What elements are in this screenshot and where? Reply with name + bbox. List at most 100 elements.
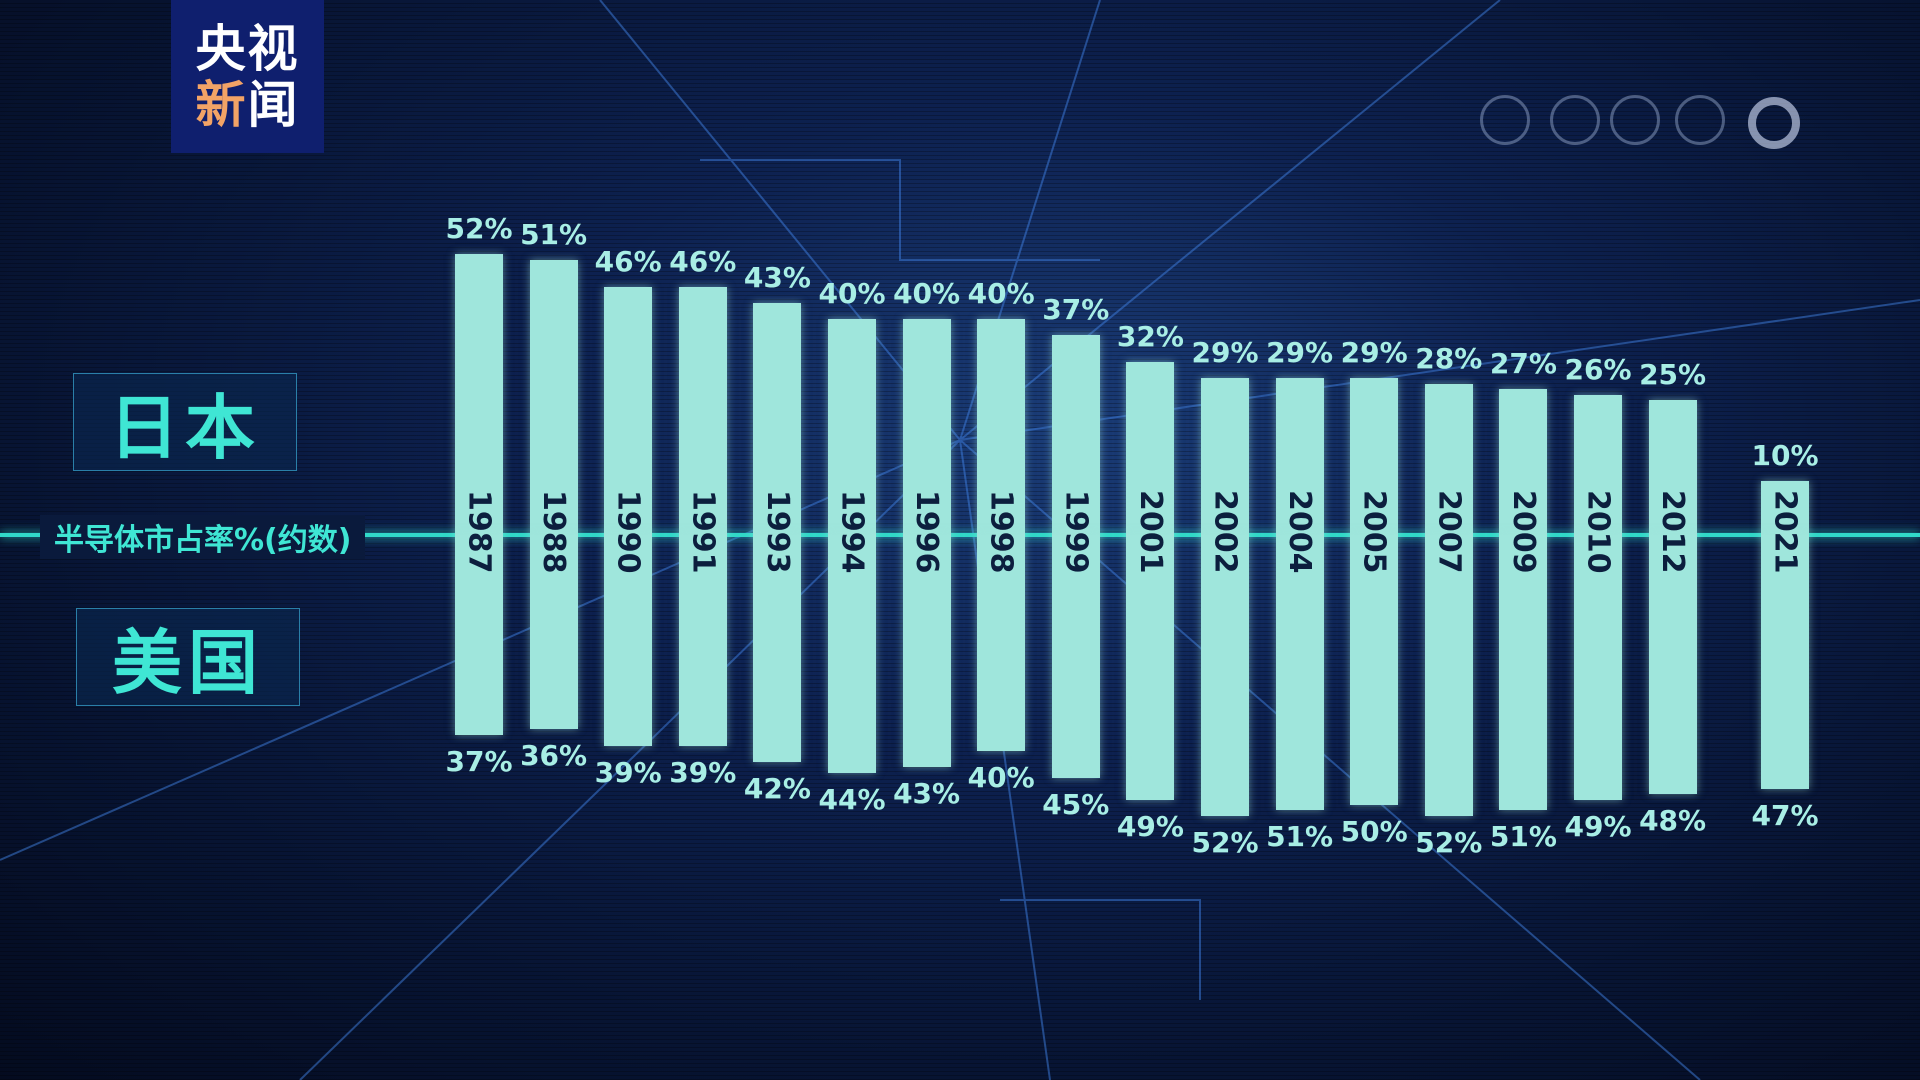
year-label: 2012 [1655, 490, 1691, 574]
bar-japan [529, 259, 578, 535]
year-label: 1988 [536, 490, 572, 574]
value-label-usa: 45% [1042, 788, 1110, 821]
decorative-ring-icon [1610, 95, 1660, 145]
cctv-news-logo: 央视 新闻 [171, 0, 324, 153]
value-label-usa: 49% [1116, 809, 1184, 843]
value-label-japan: 29% [1191, 336, 1259, 370]
bar-usa [1051, 535, 1100, 778]
bar-japan [1350, 378, 1399, 535]
value-label-japan: 28% [1415, 341, 1483, 375]
year-label: 1998 [983, 490, 1019, 574]
year-label: 2021 [1767, 490, 1803, 574]
bar-usa [1648, 535, 1697, 795]
value-label-japan: 46% [669, 244, 737, 278]
bar-usa [1350, 535, 1399, 805]
logo-line-2: 新闻 [196, 77, 300, 133]
legend-usa: 美国 [76, 608, 300, 706]
value-label-usa: 47% [1751, 798, 1819, 832]
bar-usa [1126, 535, 1175, 800]
bar-usa [678, 535, 727, 746]
bar-usa [753, 535, 802, 762]
bar-usa [902, 535, 951, 768]
value-label-usa: 52% [1415, 825, 1483, 859]
bar-usa [1424, 535, 1473, 816]
year-label: 2004 [1282, 490, 1318, 574]
bar-japan [1275, 378, 1324, 535]
year-label: 2005 [1356, 490, 1392, 574]
bar-japan [455, 254, 503, 535]
value-label-usa: 50% [1340, 815, 1408, 848]
year-label: 2009 [1505, 490, 1541, 574]
year-label: 1994 [834, 490, 870, 574]
value-label-japan: 40% [893, 277, 961, 310]
year-label: 2002 [1207, 490, 1243, 574]
bar-usa [1499, 535, 1548, 811]
bar-japan [1051, 335, 1100, 535]
bar-japan [1201, 378, 1249, 535]
bar-japan [678, 286, 727, 535]
logo-char: 闻 [247, 75, 300, 134]
bar-japan [1126, 362, 1175, 535]
value-label-japan: 43% [743, 260, 811, 294]
value-label-usa: 51% [1489, 820, 1557, 854]
value-label-usa: 52% [1191, 825, 1259, 859]
year-label: 1991 [685, 490, 721, 574]
value-label-japan: 51% [520, 217, 588, 251]
center-axis-line [0, 533, 1920, 537]
bar-usa [604, 535, 653, 746]
value-label-usa: 37% [445, 744, 513, 778]
value-label-japan: 52% [445, 212, 513, 246]
bar-japan [1424, 383, 1473, 535]
bar-japan [1761, 481, 1809, 535]
decorative-ring-icon [1550, 95, 1600, 145]
bar-japan [977, 319, 1026, 535]
year-label: 2007 [1431, 490, 1467, 574]
year-label: 1987 [461, 490, 497, 574]
value-label-japan: 29% [1340, 336, 1408, 370]
bar-japan [828, 319, 876, 535]
value-label-usa: 43% [893, 777, 961, 811]
value-label-japan: 29% [1266, 336, 1334, 370]
value-label-japan: 37% [1042, 293, 1110, 327]
year-label: 1996 [909, 490, 945, 574]
decorative-ring-icon [1675, 95, 1725, 145]
value-label-usa: 44% [818, 782, 886, 816]
bar-usa [1574, 535, 1622, 800]
bar-usa [1201, 535, 1249, 816]
year-label: 1993 [759, 490, 795, 574]
value-label-japan: 25% [1639, 358, 1707, 391]
value-label-japan: 27% [1489, 347, 1557, 381]
logo-line-1: 央视 [195, 19, 300, 78]
value-label-usa: 49% [1564, 809, 1632, 843]
value-label-japan: 32% [1116, 320, 1184, 354]
bar-usa [529, 535, 578, 730]
decorative-ring-icon [1480, 95, 1530, 145]
bar-japan [604, 286, 653, 535]
value-label-japan: 26% [1564, 352, 1632, 386]
value-label-usa: 42% [743, 771, 811, 805]
value-label-usa: 48% [1639, 804, 1707, 838]
value-label-usa: 36% [520, 739, 588, 773]
bar-usa [1761, 535, 1809, 789]
bar-japan [902, 319, 951, 535]
year-label: 1999 [1058, 490, 1094, 574]
axis-label: 半导体市占率%(约数) [40, 515, 366, 559]
year-label: 1990 [610, 490, 646, 574]
bar-japan [1574, 394, 1622, 535]
bar-usa [1275, 535, 1324, 811]
bar-usa [828, 535, 876, 773]
bar-japan [1499, 389, 1548, 535]
value-label-usa: 39% [669, 755, 737, 789]
bar-japan [1648, 400, 1697, 535]
value-label-japan: 40% [818, 277, 886, 310]
decorative-gear-icon [1748, 97, 1800, 149]
value-label-japan: 10% [1751, 439, 1819, 472]
bar-usa [455, 535, 503, 735]
value-label-usa: 51% [1266, 820, 1334, 854]
value-label-japan: 46% [594, 244, 662, 278]
bar-usa [977, 535, 1026, 751]
bar-japan [753, 302, 802, 535]
value-label-usa: 39% [594, 755, 662, 789]
logo-char: 新 [195, 75, 248, 134]
value-label-usa: 40% [967, 761, 1035, 794]
